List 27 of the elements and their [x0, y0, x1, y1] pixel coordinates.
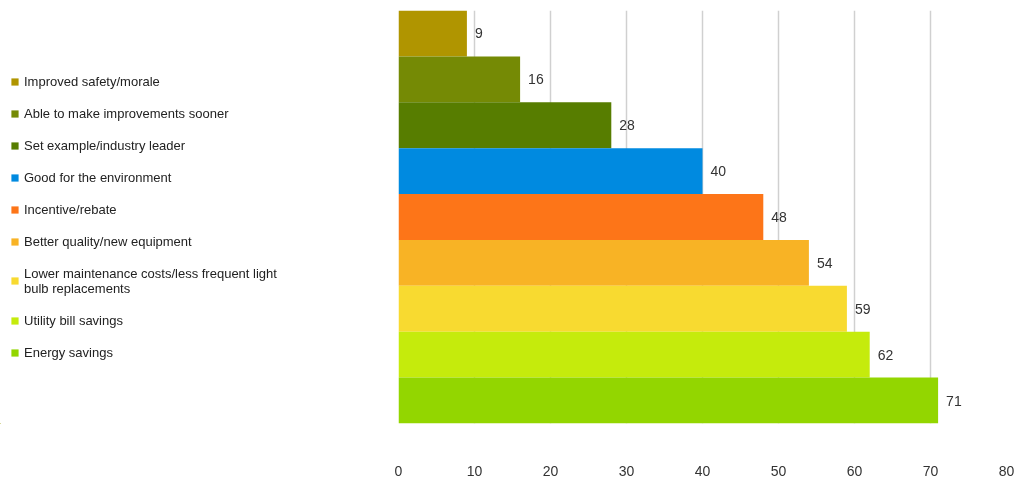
legend-label: Set example/industry leader — [24, 137, 186, 153]
x-tick-label: 80 — [998, 462, 1015, 479]
legend-label: Able to make improvements sooner — [24, 105, 229, 121]
x-tick-label: 20 — [542, 462, 559, 479]
x-tick-label: 0 — [394, 462, 403, 479]
x-tick-label: 50 — [770, 462, 787, 479]
data-label: 16 — [528, 71, 544, 88]
legend-label: Incentive/rebate — [24, 201, 117, 217]
data-label: 71 — [946, 392, 962, 409]
data-label: 54 — [816, 254, 833, 271]
legend-label: Good for the environment — [24, 169, 172, 185]
legend-label: Better quality/new equipment — [24, 233, 192, 249]
x-tick-label: 30 — [618, 462, 635, 479]
x-tick-label: 70 — [922, 462, 939, 479]
data-label: 48 — [771, 209, 788, 225]
legend-label: Utility bill savings — [24, 312, 123, 328]
legend-label: Improved safety/morale — [24, 73, 160, 89]
legend-label: Lower maintenance costs/less frequent light bulb replacements — [24, 265, 277, 296]
x-tick-label: 60 — [846, 462, 863, 479]
legend-label: Energy savings — [24, 344, 113, 360]
data-label: 40 — [710, 163, 727, 180]
data-label: 28 — [619, 117, 636, 134]
data-label: 9 — [474, 25, 483, 42]
data-label: 59 — [854, 300, 871, 317]
data-label: 62 — [877, 346, 894, 363]
x-tick-label: 40 — [694, 462, 711, 479]
x-tick-label: 10 — [466, 462, 483, 479]
